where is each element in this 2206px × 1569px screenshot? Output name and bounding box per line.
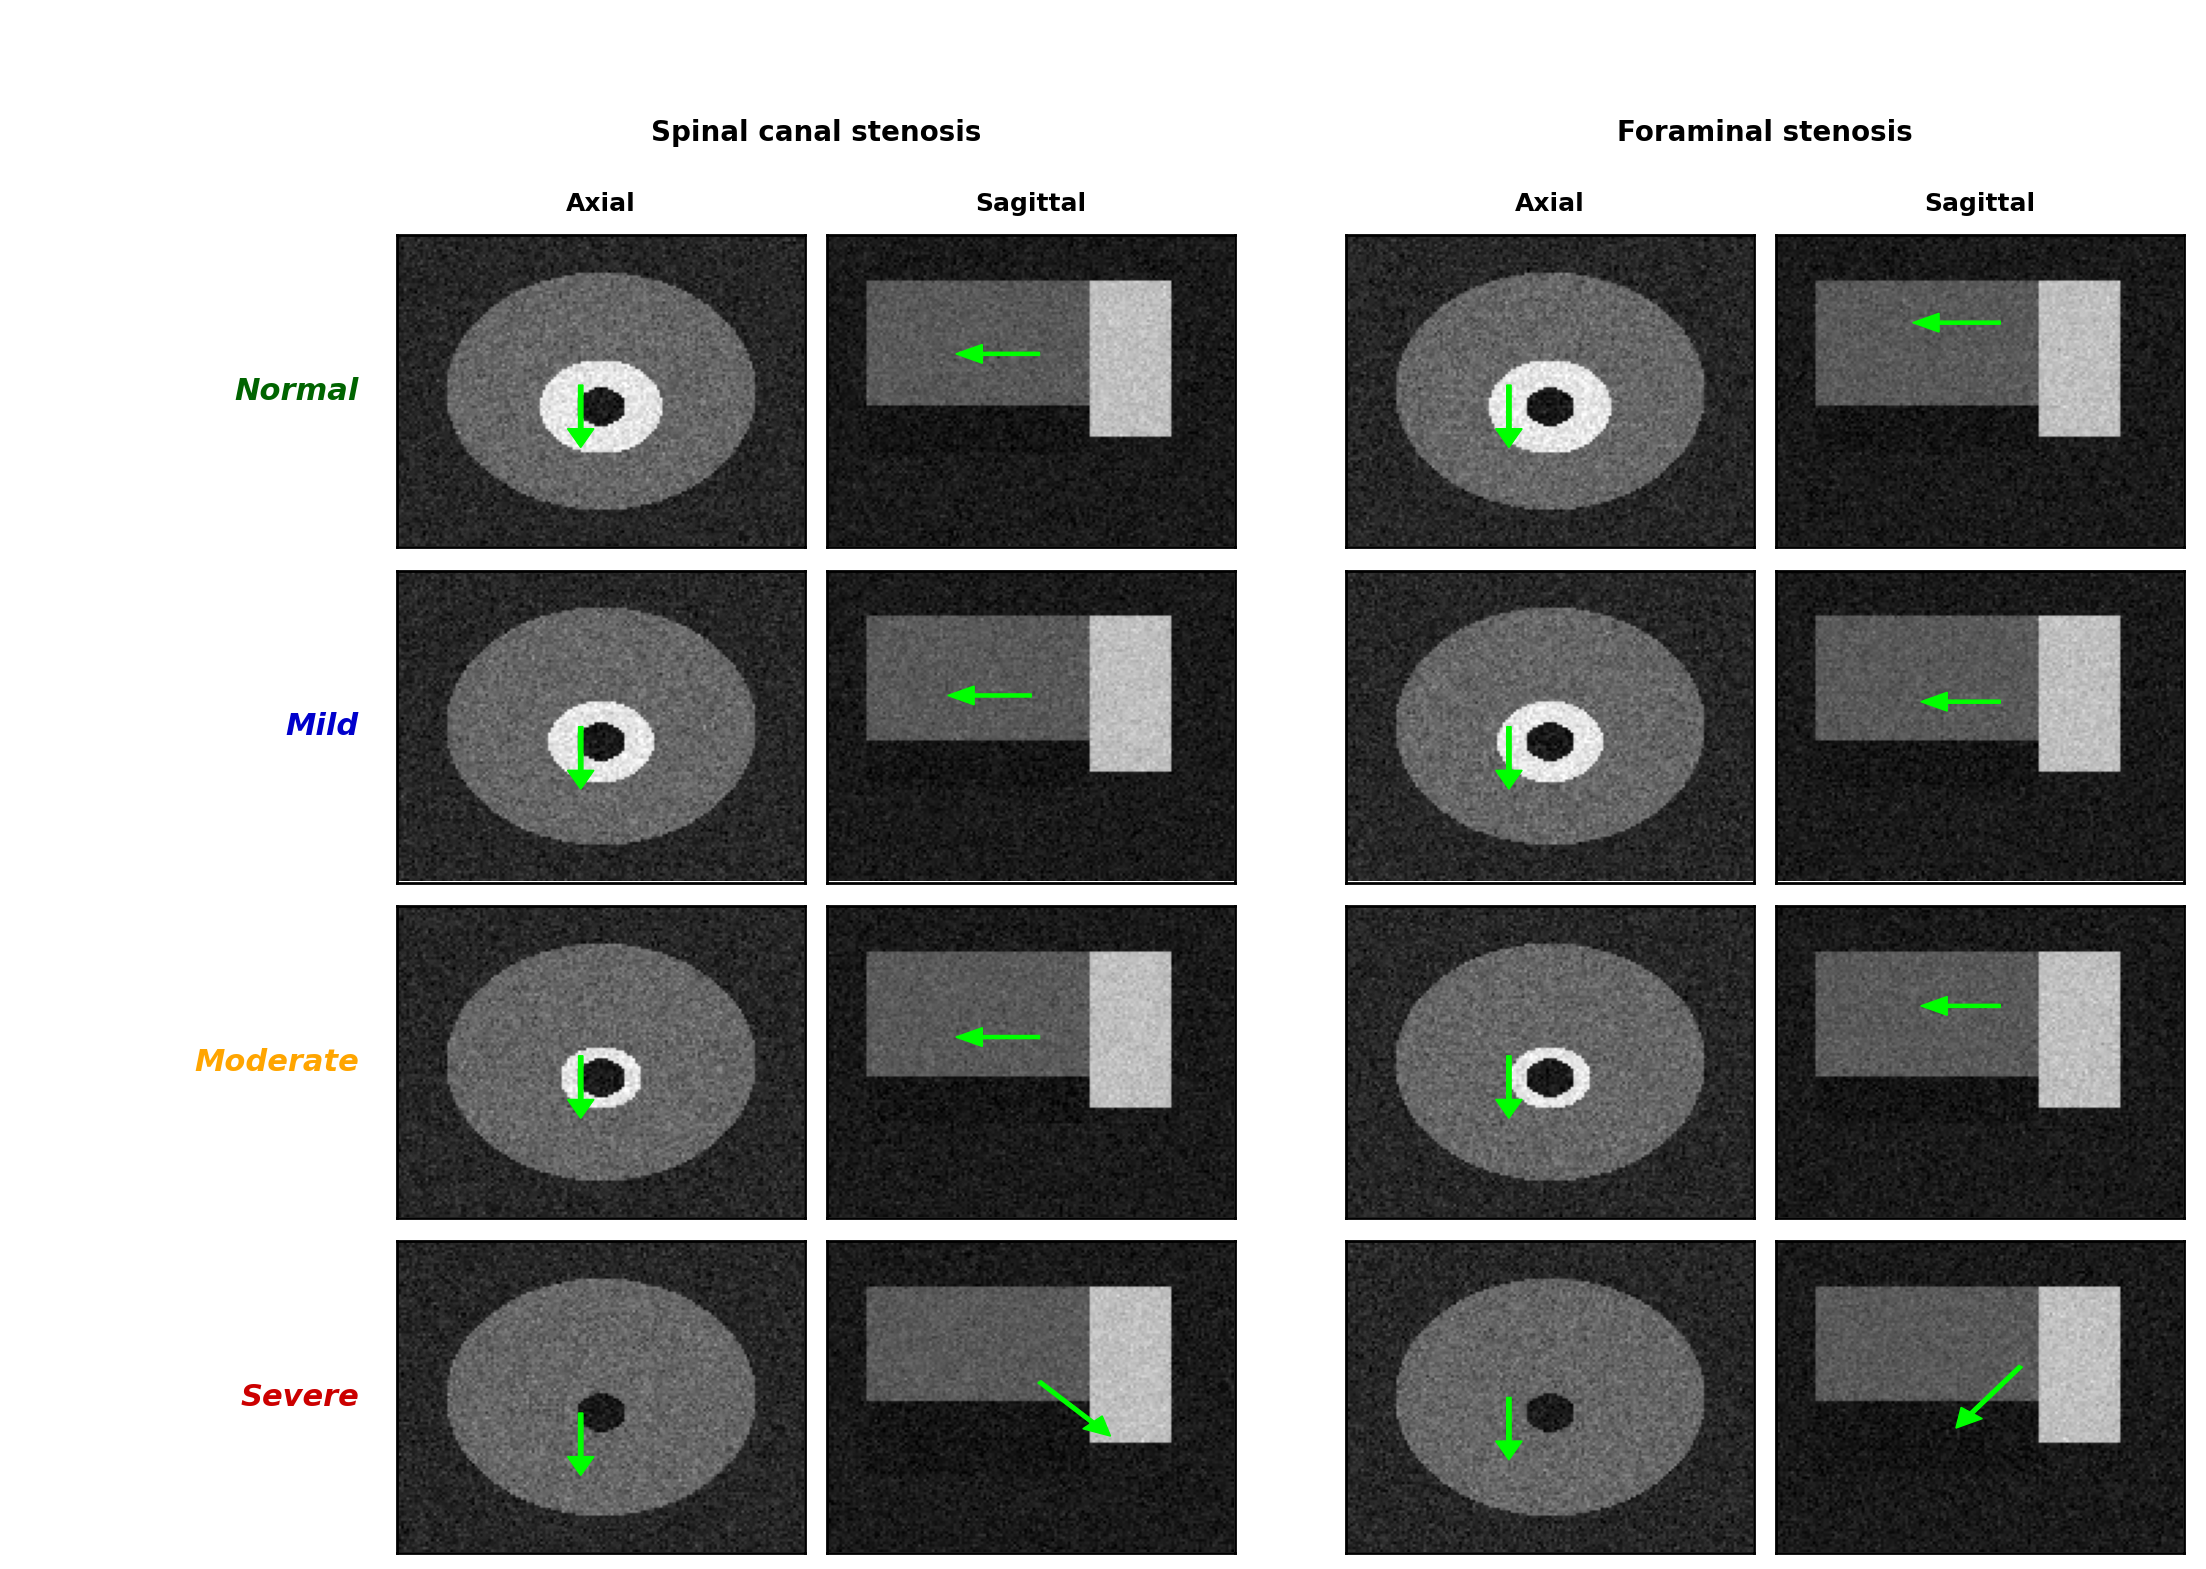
- Text: Foraminal stenosis: Foraminal stenosis: [1617, 119, 1913, 147]
- Text: Axial: Axial: [567, 191, 635, 217]
- Text: Sagittal: Sagittal: [1924, 191, 2036, 217]
- Text: Moderate: Moderate: [194, 1048, 360, 1076]
- Text: Normal: Normal: [234, 377, 360, 406]
- Text: Mild: Mild: [285, 712, 360, 741]
- Text: Axial: Axial: [1516, 191, 1584, 217]
- Text: Sagittal: Sagittal: [975, 191, 1088, 217]
- Text: Spinal canal stenosis: Spinal canal stenosis: [651, 119, 982, 147]
- Text: Severe: Severe: [240, 1382, 360, 1412]
